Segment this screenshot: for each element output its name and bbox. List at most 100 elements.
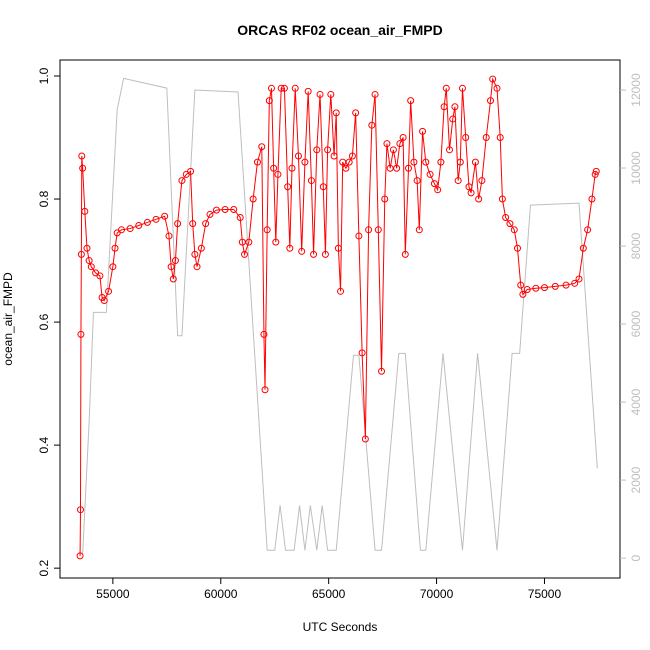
data-point xyxy=(118,226,126,234)
data-point xyxy=(258,143,266,151)
data-point xyxy=(78,152,86,160)
data-point xyxy=(502,213,510,221)
data-point xyxy=(178,177,186,185)
data-point xyxy=(76,552,84,560)
data-point xyxy=(575,275,583,283)
data-point xyxy=(288,164,296,172)
data-point xyxy=(592,167,600,175)
data-point xyxy=(221,205,229,213)
data-point xyxy=(517,281,525,289)
data-point xyxy=(419,127,427,135)
series-line xyxy=(79,77,597,556)
data-point xyxy=(81,207,89,215)
data-point xyxy=(298,247,306,255)
data-point xyxy=(510,226,518,234)
data-point xyxy=(355,232,363,240)
data-point xyxy=(352,109,360,117)
data-point xyxy=(383,140,391,148)
data-point xyxy=(496,134,504,142)
data-point xyxy=(407,97,415,105)
data-point xyxy=(365,226,373,234)
data-point xyxy=(342,164,350,172)
y-tick-label: 1.0 xyxy=(37,67,51,84)
data-point xyxy=(321,250,329,258)
data-point xyxy=(489,75,497,83)
data-point xyxy=(270,164,278,172)
data-point xyxy=(513,244,521,252)
data-point xyxy=(426,170,434,178)
data-point xyxy=(324,146,332,154)
y2-tick-label: 12000 xyxy=(629,73,643,107)
data-point xyxy=(230,205,238,213)
data-point xyxy=(161,212,169,220)
data-point xyxy=(371,90,379,98)
data-point xyxy=(187,167,195,175)
data-point xyxy=(77,506,85,514)
data-point xyxy=(584,226,592,234)
y-tick-label: 0.8 xyxy=(37,190,51,207)
data-point xyxy=(434,186,442,194)
data-point xyxy=(334,244,342,252)
data-point xyxy=(458,84,466,92)
data-point xyxy=(462,134,470,142)
data-point xyxy=(111,244,119,252)
data-point xyxy=(135,221,143,229)
data-point xyxy=(465,183,473,191)
data-point xyxy=(105,287,113,295)
data-point xyxy=(358,349,366,357)
y2-tick-label: 0 xyxy=(629,554,643,561)
x-tick-label: 65000 xyxy=(312,587,346,601)
data-point xyxy=(191,250,199,258)
data-point xyxy=(532,284,540,292)
data-point xyxy=(197,244,205,252)
data-point xyxy=(265,97,273,105)
data-point xyxy=(77,250,85,258)
data-point xyxy=(100,297,108,305)
data-point xyxy=(415,226,423,234)
data-point xyxy=(374,226,382,234)
data-point xyxy=(368,121,376,129)
data-point xyxy=(348,152,356,160)
series-line xyxy=(82,77,598,555)
data-point xyxy=(245,238,253,246)
data-point xyxy=(523,285,531,293)
data-point xyxy=(482,134,490,142)
data-point xyxy=(519,290,527,298)
data-point xyxy=(446,146,454,154)
data-point xyxy=(449,115,457,123)
x-axis-label: UTC Seconds xyxy=(303,620,378,634)
data-point xyxy=(284,183,292,191)
data-point xyxy=(202,220,210,228)
data-point xyxy=(389,146,397,154)
data-point xyxy=(189,220,197,228)
data-point xyxy=(304,87,312,95)
data-point xyxy=(498,195,506,203)
data-point xyxy=(206,210,214,218)
data-point xyxy=(454,177,462,185)
data-point xyxy=(277,84,285,92)
data-point xyxy=(579,244,587,252)
data-point xyxy=(410,158,418,166)
data-point xyxy=(506,220,514,228)
data-point xyxy=(337,287,345,295)
data-point xyxy=(571,279,579,287)
data-point xyxy=(588,195,596,203)
data-point xyxy=(272,238,280,246)
data-point xyxy=(316,90,324,98)
y-tick-label: 0.2 xyxy=(37,559,51,576)
data-point xyxy=(143,218,151,226)
data-point xyxy=(393,164,401,172)
chart-title: ORCAS RF02 ocean_air_FMPD xyxy=(237,22,442,38)
data-point xyxy=(241,250,249,258)
data-point xyxy=(152,215,160,223)
y-tick-label: 0.6 xyxy=(37,313,51,330)
x-tick-label: 55000 xyxy=(96,587,130,601)
data-point xyxy=(319,183,327,191)
data-point xyxy=(437,158,445,166)
data-point xyxy=(451,103,459,111)
data-point xyxy=(307,177,315,185)
y2-tick-label: 2000 xyxy=(629,466,643,493)
data-point xyxy=(267,84,275,92)
